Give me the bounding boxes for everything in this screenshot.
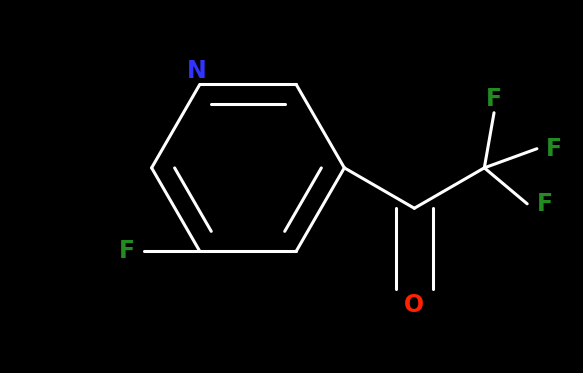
Text: F: F (486, 87, 502, 111)
Text: O: O (404, 292, 424, 317)
Text: N: N (187, 59, 206, 83)
Text: F: F (546, 137, 563, 161)
Text: F: F (536, 192, 553, 216)
Text: F: F (118, 239, 135, 263)
